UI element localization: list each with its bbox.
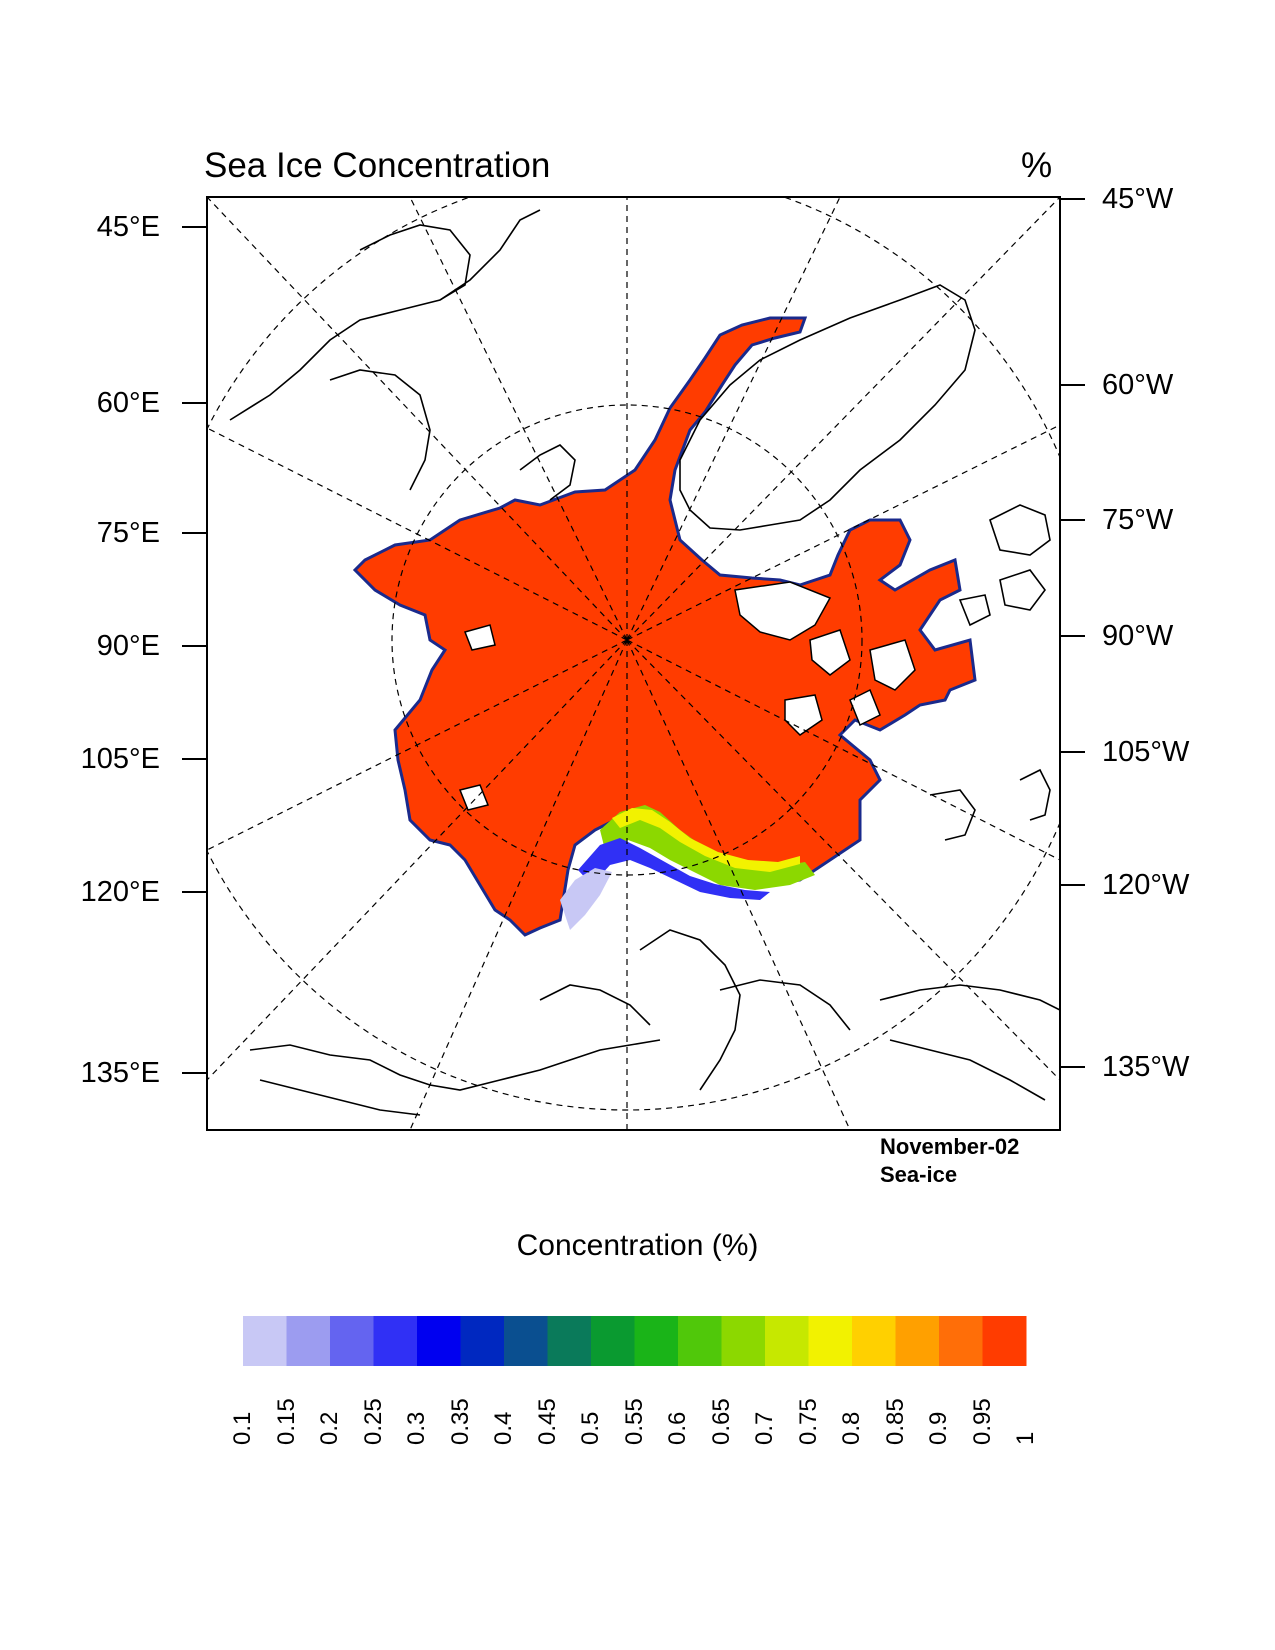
lon-label-right: 75°W [1102, 504, 1174, 536]
colorbar-box [460, 1316, 505, 1366]
info-block: November-02 Sea-ice [880, 1133, 1019, 1189]
colorbar-label: 0.85 [881, 1398, 909, 1445]
colorbar-box [243, 1316, 287, 1366]
ice-edge-blue [578, 838, 770, 900]
colorbar-label: 0.45 [533, 1398, 561, 1445]
lon-label-left: 105°E [80, 743, 160, 775]
colorbar-box [678, 1316, 722, 1366]
colorbar-label: 0.6 [664, 1411, 691, 1445]
lon-label-right: 120°W [1102, 869, 1190, 901]
colorbar-label: 0.2 [316, 1411, 343, 1445]
lon-label-left: 45°E [96, 211, 160, 243]
colorbar-label: 0.8 [838, 1411, 865, 1445]
colorbar-box [634, 1316, 679, 1366]
coastlines [229, 209, 1060, 1116]
plot-title: Sea Ice Concentration [204, 146, 551, 185]
map-area [207, 197, 1060, 1130]
colorbar-label: 0.15 [272, 1398, 300, 1445]
colorbar [243, 1316, 1027, 1366]
colorbar-label: 0.1 [229, 1411, 256, 1445]
colorbar-label: 0.3 [403, 1411, 430, 1445]
lon-label-right: 135°W [1102, 1051, 1190, 1083]
lon-label-left: 135°E [80, 1057, 160, 1089]
colorbar-label: 0.9 [925, 1411, 952, 1445]
colorbar-box [939, 1316, 983, 1366]
colorbar-box [330, 1316, 374, 1366]
colorbar-box [852, 1316, 896, 1366]
variable-label: Sea-ice [880, 1162, 958, 1187]
graticule [207, 197, 1060, 1130]
colorbar-box [417, 1316, 461, 1366]
colorbar-label: 0.95 [968, 1398, 996, 1445]
ice-edge-lavender [560, 868, 612, 930]
tick-marks [182, 198, 1085, 1074]
lon-label-right: 45°W [1102, 183, 1174, 215]
colorbar-label: 0.35 [446, 1398, 474, 1445]
colorbar-box [547, 1316, 592, 1366]
units-label: % [1021, 146, 1053, 185]
lon-label-left: 75°E [96, 517, 160, 549]
colorbar-box [895, 1316, 940, 1366]
lon-label-left: 90°E [96, 630, 160, 662]
colorbar-label: 0.65 [707, 1398, 735, 1445]
ice-field [352, 316, 977, 937]
lon-label-left: 60°E [96, 387, 160, 419]
lon-label-right: 60°W [1102, 369, 1174, 401]
map-frame [206, 196, 1061, 1131]
colorbar-label: 0.25 [359, 1398, 387, 1445]
colorbar-box [591, 1316, 635, 1366]
colorbar-box [286, 1316, 331, 1366]
colorbar-box [721, 1316, 766, 1366]
colorbar-title: Concentration (%) [516, 1229, 759, 1262]
date-label: November-02 [880, 1134, 1020, 1159]
colorbar-box [504, 1316, 548, 1366]
colorbar-label: 0.55 [620, 1398, 648, 1445]
colorbar-label: 1 [1012, 1431, 1039, 1445]
colorbar-box [373, 1316, 418, 1366]
colorbar-box [765, 1316, 809, 1366]
lon-label-right: 90°W [1102, 620, 1174, 652]
colorbar-box [808, 1316, 853, 1366]
lon-label-left: 120°E [80, 876, 160, 908]
colorbar-label: 0.4 [490, 1411, 517, 1445]
colorbar-label: 0.5 [577, 1411, 604, 1445]
colorbar-box [982, 1316, 1027, 1366]
colorbar-label: 0.75 [794, 1398, 822, 1445]
lon-label-right: 105°W [1102, 736, 1190, 768]
ice-edge-yellow [612, 808, 800, 872]
colorbar-label: 0.7 [751, 1411, 778, 1445]
